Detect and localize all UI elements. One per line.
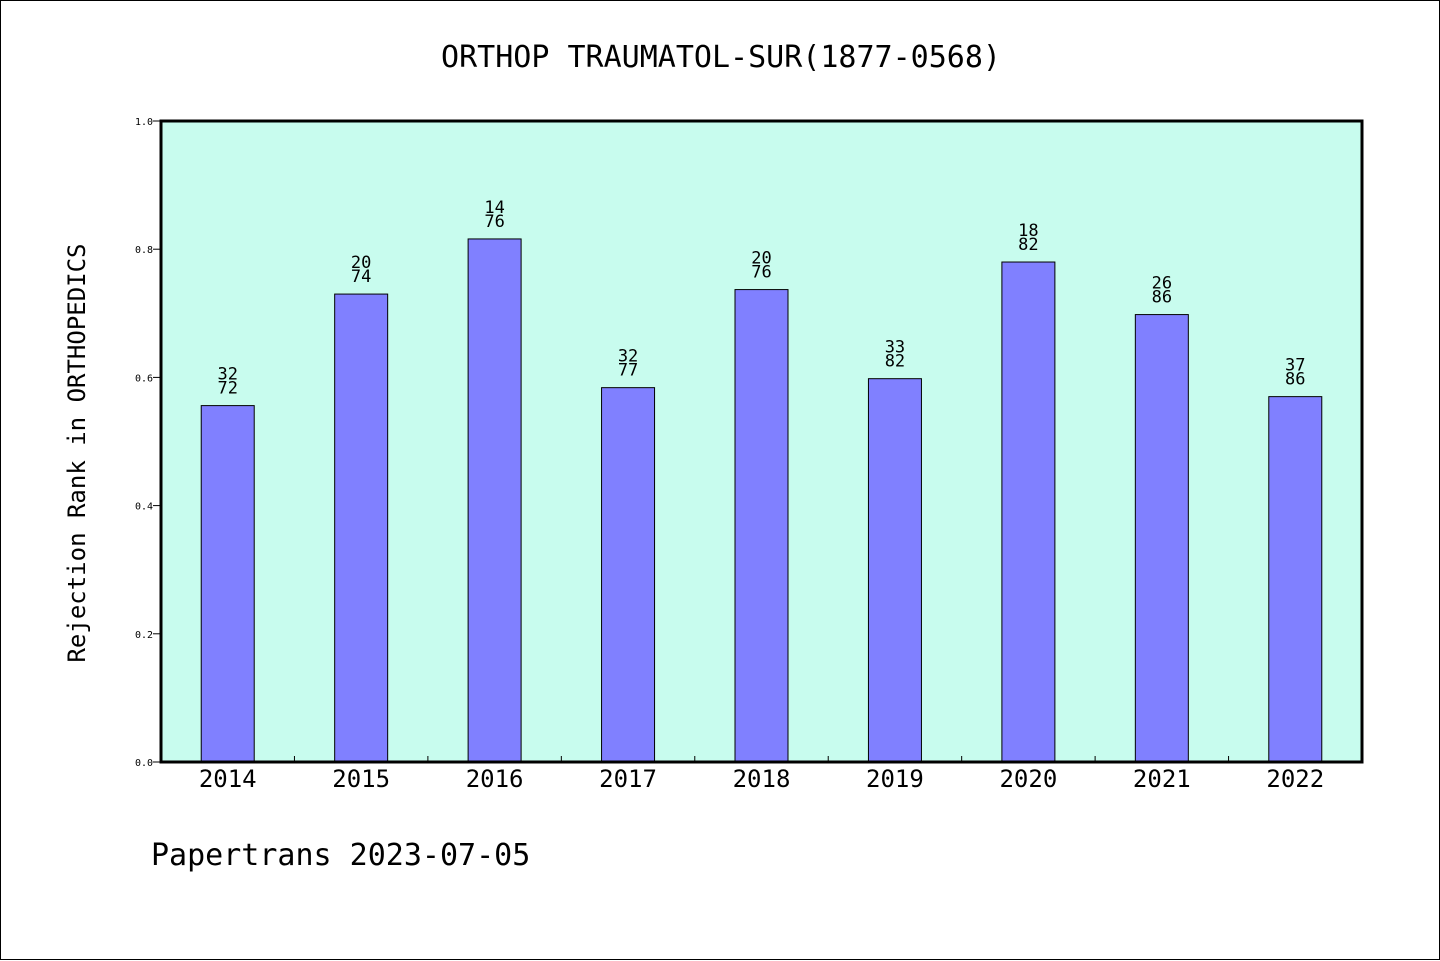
- x-tick-label-2019: 2019: [866, 765, 924, 793]
- bar-2022: [1268, 396, 1323, 763]
- bar-2021: [1134, 314, 1189, 763]
- bar-data-label-2016: 76: [484, 212, 504, 232]
- bar-2017: [601, 387, 656, 763]
- x-tick-label-2021: 2021: [1133, 765, 1191, 793]
- bar-data-label-2019: 82: [885, 352, 905, 372]
- y-tick-label: 0.8: [135, 245, 153, 256]
- bar-data-label-2022: 86: [1285, 370, 1305, 390]
- bar-2015: [334, 293, 389, 763]
- bar-data-label-2021: 86: [1152, 288, 1172, 308]
- bar-data-label-2021: 26: [1152, 274, 1172, 294]
- plot-border: [159, 119, 1364, 764]
- y-tick-label: 0.6: [135, 373, 153, 384]
- y-tick-label: 0.4: [135, 502, 153, 513]
- y-tick-label: 0.0: [135, 758, 153, 769]
- bar-data-label-2015: 20: [351, 253, 371, 273]
- bar-data-label-2022: 37: [1285, 356, 1305, 376]
- bar-data-label-2018: 76: [751, 263, 771, 283]
- x-tick-label-2016: 2016: [466, 765, 524, 793]
- bar-data-label-2014: 32: [217, 365, 237, 385]
- bar-2016: [467, 238, 522, 763]
- bar-2014: [200, 405, 255, 763]
- y-tick-label: 1.0: [135, 117, 153, 128]
- y-axis-label: Rejection Rank in ORTHOPEDICS: [63, 243, 91, 662]
- footer-date-stamp: Papertrans 2023-07-05: [151, 838, 530, 873]
- y-axis-ticks: 0.0 0.2 0.4 0.6 0.8 1.0: [135, 117, 161, 769]
- bar-2020: [1001, 261, 1056, 763]
- bar-data-label-2014: 72: [217, 379, 237, 399]
- bar-data-label-2016: 14: [484, 198, 504, 218]
- y-tick-label: 0.2: [135, 630, 153, 641]
- bar-data-label-2015: 74: [351, 267, 371, 287]
- bar-data-label-2019: 33: [885, 338, 905, 358]
- bar-data-label-2018: 20: [751, 249, 771, 269]
- bar-2018: [734, 289, 789, 763]
- x-tick-label-2015: 2015: [332, 765, 390, 793]
- x-tick-label-2014: 2014: [199, 765, 257, 793]
- bar-data-label-2017: 32: [618, 347, 638, 367]
- x-tick-label-2022: 2022: [1266, 765, 1324, 793]
- x-tick-label-2020: 2020: [999, 765, 1057, 793]
- bar-2019: [867, 378, 922, 763]
- bar-data-label-2020: 18: [1018, 221, 1038, 241]
- bar-data-label-2020: 82: [1018, 235, 1038, 255]
- bar-series: [200, 238, 1323, 763]
- x-tick-label-2017: 2017: [599, 765, 657, 793]
- bar-data-label-2017: 77: [618, 361, 638, 381]
- x-axis-ticks: 2014 2015 2016 2017 2018 2019 2020 2021 2022: [199, 756, 1324, 793]
- x-tick-label-2018: 2018: [733, 765, 791, 793]
- chart-title: ORTHOP TRAUMATOL-SUR(1877-0568): [441, 40, 1001, 75]
